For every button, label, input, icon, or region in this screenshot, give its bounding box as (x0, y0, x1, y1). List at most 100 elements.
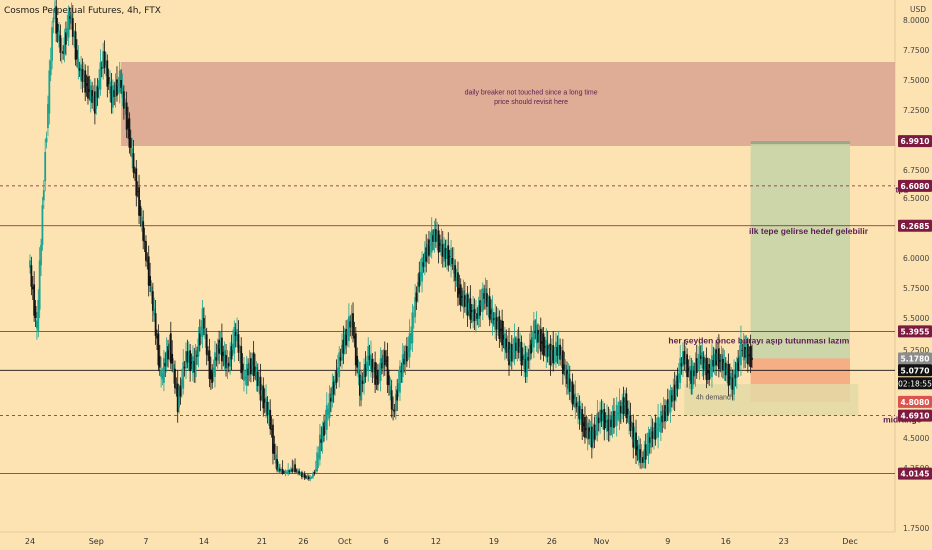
candle-body (238, 351, 241, 353)
candle-body (706, 370, 709, 374)
candle-body (229, 351, 232, 367)
price-badge (898, 364, 932, 377)
candle-body (428, 239, 430, 256)
candle-body (392, 409, 394, 411)
candle-body (171, 353, 174, 364)
candle-body (549, 344, 552, 366)
candle-body (497, 321, 499, 330)
candle-body (106, 60, 109, 87)
candle-body (321, 427, 324, 443)
candle-body (446, 250, 448, 259)
candle-body (618, 401, 621, 422)
daily-breaker-zone (121, 62, 896, 146)
candle-body (55, 6, 58, 34)
candle-body (138, 187, 140, 216)
candle-body (317, 454, 320, 458)
candle-body (107, 77, 110, 84)
candle-body (167, 346, 169, 360)
candle-body (149, 276, 152, 286)
candle-body (429, 243, 432, 246)
candle-body (648, 437, 651, 443)
candle-body (560, 355, 563, 360)
candle-body (287, 469, 290, 475)
candle-body (672, 389, 675, 402)
price-badge-label: 6.9910 (901, 137, 930, 146)
price-badge-label: 6.6080 (901, 182, 930, 191)
candle-body (49, 60, 52, 76)
candle-body (595, 426, 597, 431)
candle-body (740, 339, 742, 366)
candle-body (140, 216, 143, 226)
candle-body (174, 368, 176, 388)
candle-body (396, 389, 399, 401)
candle-body (80, 64, 82, 81)
candle-body (490, 310, 492, 314)
candle-body (630, 427, 633, 431)
candle-body (582, 422, 585, 427)
candle-body (332, 381, 335, 395)
candle-body (71, 18, 74, 37)
candle-body (298, 471, 301, 475)
candle-body (566, 369, 568, 385)
candle-body (51, 27, 53, 61)
candle-body (302, 474, 305, 477)
candle-body (486, 293, 488, 307)
price-badge (898, 219, 932, 232)
candle-body (183, 366, 186, 369)
candle-body (403, 358, 406, 365)
candle-body (336, 367, 339, 374)
candle-body (292, 469, 295, 470)
candle-body (379, 358, 382, 381)
candle-body (327, 408, 330, 415)
candle-body (651, 431, 654, 439)
y-tick-label: 7.2500 (903, 106, 929, 115)
candle-body (733, 369, 735, 395)
candle-body (483, 293, 486, 299)
candle-body (579, 413, 582, 420)
candle-body (745, 349, 748, 358)
candle-body (555, 341, 557, 363)
candle-body (444, 248, 447, 259)
x-tick-label: Nov (594, 537, 610, 546)
candle-body (653, 427, 655, 439)
candle-body (557, 344, 560, 356)
candle-body (575, 402, 578, 407)
candle-body (546, 344, 549, 357)
candle-body (175, 387, 178, 389)
candle-body (207, 354, 209, 356)
candle-body (488, 296, 491, 320)
price-axis[interactable] (895, 0, 932, 550)
candle-body (621, 402, 624, 414)
candle-body (744, 347, 746, 358)
candle-body (208, 350, 211, 379)
candle-body (256, 371, 259, 386)
candle-body (676, 375, 679, 389)
candle-body (52, 17, 55, 23)
x-tick-label: 14 (199, 537, 209, 546)
candle-body (360, 375, 363, 401)
candle-body (146, 260, 149, 262)
candle-body (472, 304, 475, 322)
y-tick-label: 5.5000 (903, 314, 929, 323)
candle-body (700, 355, 702, 359)
candle-body (216, 344, 219, 361)
candle-body (474, 313, 477, 321)
candle-body (37, 300, 40, 331)
chart-title: Cosmos Perpetual Futures, 4h, FTX (4, 6, 161, 16)
candle-body (251, 361, 254, 365)
candle-body (680, 362, 683, 367)
candle-body (691, 366, 694, 389)
candle-body (347, 316, 350, 342)
candle-body (669, 390, 672, 413)
candle-body (599, 409, 602, 424)
candle-body (751, 357, 753, 360)
candle-body (163, 358, 165, 383)
candle-body (466, 294, 469, 316)
candle-body (145, 241, 147, 261)
candle-body (512, 350, 515, 352)
candle-body (346, 330, 349, 336)
candle-body (399, 366, 401, 393)
candle-body (688, 366, 691, 381)
candle-body (227, 362, 230, 367)
